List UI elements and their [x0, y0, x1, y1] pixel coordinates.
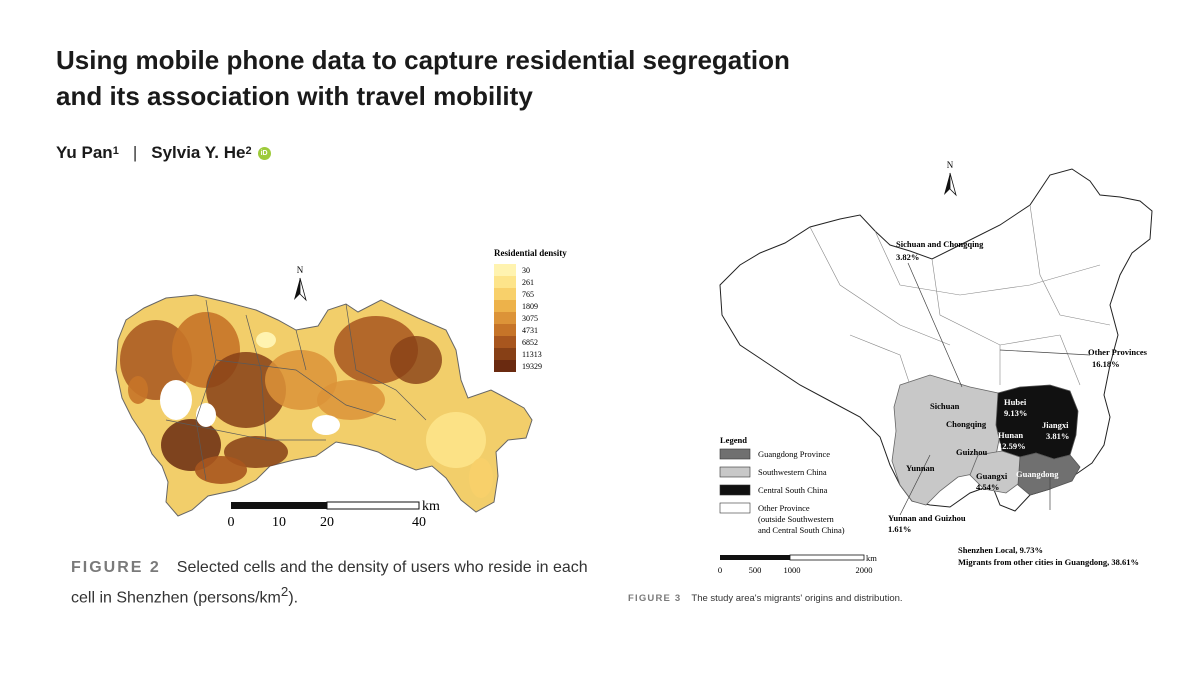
fig2-legend-swatch-5	[494, 324, 516, 336]
fig3-legend-guangdong: Guangdong Province	[758, 449, 830, 459]
fig2-scale-tick-0: 0	[228, 515, 235, 530]
fig2-legend-swatch-7	[494, 348, 516, 360]
fig3-legend-central-south: Central South China	[758, 485, 828, 495]
fig2-legend-title: Residential density	[494, 248, 567, 258]
fig3-north-label: N	[947, 160, 954, 170]
fig3-scale-tick-3: 2000	[856, 565, 873, 575]
figure-2-caption-sup: 2	[280, 584, 289, 599]
label-hubei: Hubei	[1004, 397, 1027, 407]
figure-2-caption-end: ).	[288, 589, 299, 607]
label-sichuan: Sichuan	[930, 401, 960, 411]
fig2-legend-value-3: 1809	[522, 302, 538, 311]
fig3-legend-swatch-other	[719, 502, 751, 514]
fig3-scale-bar: km 0 500 1000 2000	[718, 553, 877, 575]
label-guizhou: Guizhou	[956, 447, 987, 457]
fig3-legend-swatch-southwestern	[719, 466, 751, 478]
label-other-provinces: Other Provinces	[1088, 347, 1148, 357]
fig3-legend-swatch-central-south	[719, 484, 751, 496]
fig2-scale-tick-3: 40	[412, 515, 426, 530]
fig2-legend-value-8: 19329	[522, 362, 542, 371]
figure-2-label: FIGURE 2	[71, 559, 161, 576]
figure-2-caption-text: Selected cells and the density of users …	[71, 559, 588, 607]
fig2-scale-tick-1: 10	[272, 515, 286, 530]
fig2-legend-swatch-3	[494, 300, 516, 312]
label-shenzhen-local: Shenzhen Local, 9.73%	[958, 545, 1043, 555]
figure-3: N Si	[700, 155, 1180, 580]
fig2-legend-value-5: 4731	[522, 326, 538, 335]
region-guangdong	[1017, 452, 1081, 496]
label-hunan: Hunan	[998, 430, 1023, 440]
fig2-scale-tick-2: 20	[320, 515, 334, 530]
fig2-legend-swatch-4	[494, 312, 516, 324]
label-migrants-guangdong: Migrants from other cities in Guangdong,…	[958, 557, 1139, 567]
fig3-legend-other-line2: (outside Southwestern	[758, 514, 835, 524]
author-1[interactable]: Yu Pan	[56, 143, 113, 162]
fig3-legend-southwestern: Southwestern China	[758, 467, 827, 477]
label-hubei-pct: 9.13%	[1004, 408, 1027, 418]
label-hunan-pct: 12.59%	[998, 441, 1026, 451]
fig2-legend-swatch-8	[494, 360, 516, 372]
fig3-scale-tick-0: 0	[718, 565, 722, 575]
fig2-legend: 30 261 765 1809 3075 4731 6852 11313 19329	[494, 264, 542, 372]
fig3-legend-other-line3: and Central South China)	[758, 525, 845, 535]
fig2-legend-swatch-1	[494, 276, 516, 288]
author-list: Yu Pan 1 | Sylvia Y. He 2 iD	[56, 143, 271, 163]
figure-3-caption: FIGURE 3 The study area's migrants' origi…	[628, 593, 903, 604]
label-yunnan-guizhou: Yunnan and Guizhou	[888, 513, 966, 523]
fig2-legend-value-6: 6852	[522, 338, 538, 347]
label-jiangxi-pct: 3.81%	[1046, 431, 1069, 441]
fig2-legend-swatch-0	[494, 264, 516, 276]
author-2-affiliation: 2	[245, 145, 252, 157]
label-other-provinces-pct: 16.18%	[1092, 359, 1120, 369]
figure-3-caption-text: The study area's migrants' origins and d…	[691, 593, 903, 604]
author-1-affiliation: 1	[112, 145, 119, 157]
fig3-scale-tick-2: 1000	[784, 565, 801, 575]
fig2-north-label: N	[297, 265, 304, 275]
fig2-north-arrow-icon	[294, 277, 307, 302]
title-line-1: Using mobile phone data to capture resid…	[56, 45, 790, 75]
fig2-legend-swatch-2	[494, 288, 516, 300]
china-migrants-map: N Si	[718, 160, 1153, 575]
fig2-legend-value-4: 3075	[522, 314, 538, 323]
fig2-legend-value-2: 765	[522, 290, 534, 299]
label-yunnan: Yunnan	[906, 463, 935, 473]
author-separator: |	[132, 143, 138, 162]
fig3-legend-other: Other Province	[758, 503, 810, 513]
author-2[interactable]: Sylvia Y. He	[151, 143, 246, 162]
fig3-legend-title: Legend	[720, 435, 747, 445]
fig2-legend-value-0: 30	[522, 266, 530, 275]
title-line-2: and its association with travel mobility	[56, 81, 533, 111]
label-guangxi-pct: 4.54%	[976, 482, 999, 492]
fig2-scale-unit: km	[422, 499, 440, 514]
province-boundaries	[809, 204, 1111, 386]
region-guangxi	[969, 450, 1023, 494]
label-sichuan-chongqing-pct: 3.82%	[896, 252, 919, 262]
fig2-legend-value-7: 11313	[522, 350, 542, 359]
label-jiangxi: Jiangxi	[1042, 420, 1069, 430]
label-guangxi: Guangxi	[976, 471, 1008, 481]
district-boundaries	[165, 299, 427, 481]
shenzhen-density-map: N	[115, 248, 567, 530]
paper-title: Using mobile phone data to capture resid…	[56, 42, 816, 114]
fig3-legend-swatch-guangdong	[719, 448, 751, 460]
annotation-lines	[899, 262, 1091, 516]
fig3-legend: Legend Guangdong Province Southwestern C…	[719, 435, 845, 535]
fig3-north-arrow-icon	[944, 172, 957, 197]
label-sichuan-chongqing: Sichuan and Chongqing	[896, 239, 984, 249]
orcid-icon[interactable]: iD	[257, 146, 271, 160]
label-yunnan-guizhou-pct: 1.61%	[888, 524, 911, 534]
fig3-scale-unit: km	[866, 553, 877, 563]
fig3-scale-tick-1: 500	[749, 565, 762, 575]
figure-2-caption: FIGURE 2 Selected cells and the density o…	[71, 556, 611, 610]
label-chongqing: Chongqing	[946, 419, 987, 429]
fig2-legend-swatch-6	[494, 336, 516, 348]
label-guangdong: Guangdong	[1016, 469, 1059, 479]
density-clusters	[120, 312, 493, 498]
figure-2: N	[96, 240, 596, 530]
fig2-legend-value-1: 261	[522, 278, 534, 287]
fig2-scale-bar: km 0 10 20 40	[228, 499, 441, 530]
figure-3-label: FIGURE 3	[628, 593, 682, 604]
